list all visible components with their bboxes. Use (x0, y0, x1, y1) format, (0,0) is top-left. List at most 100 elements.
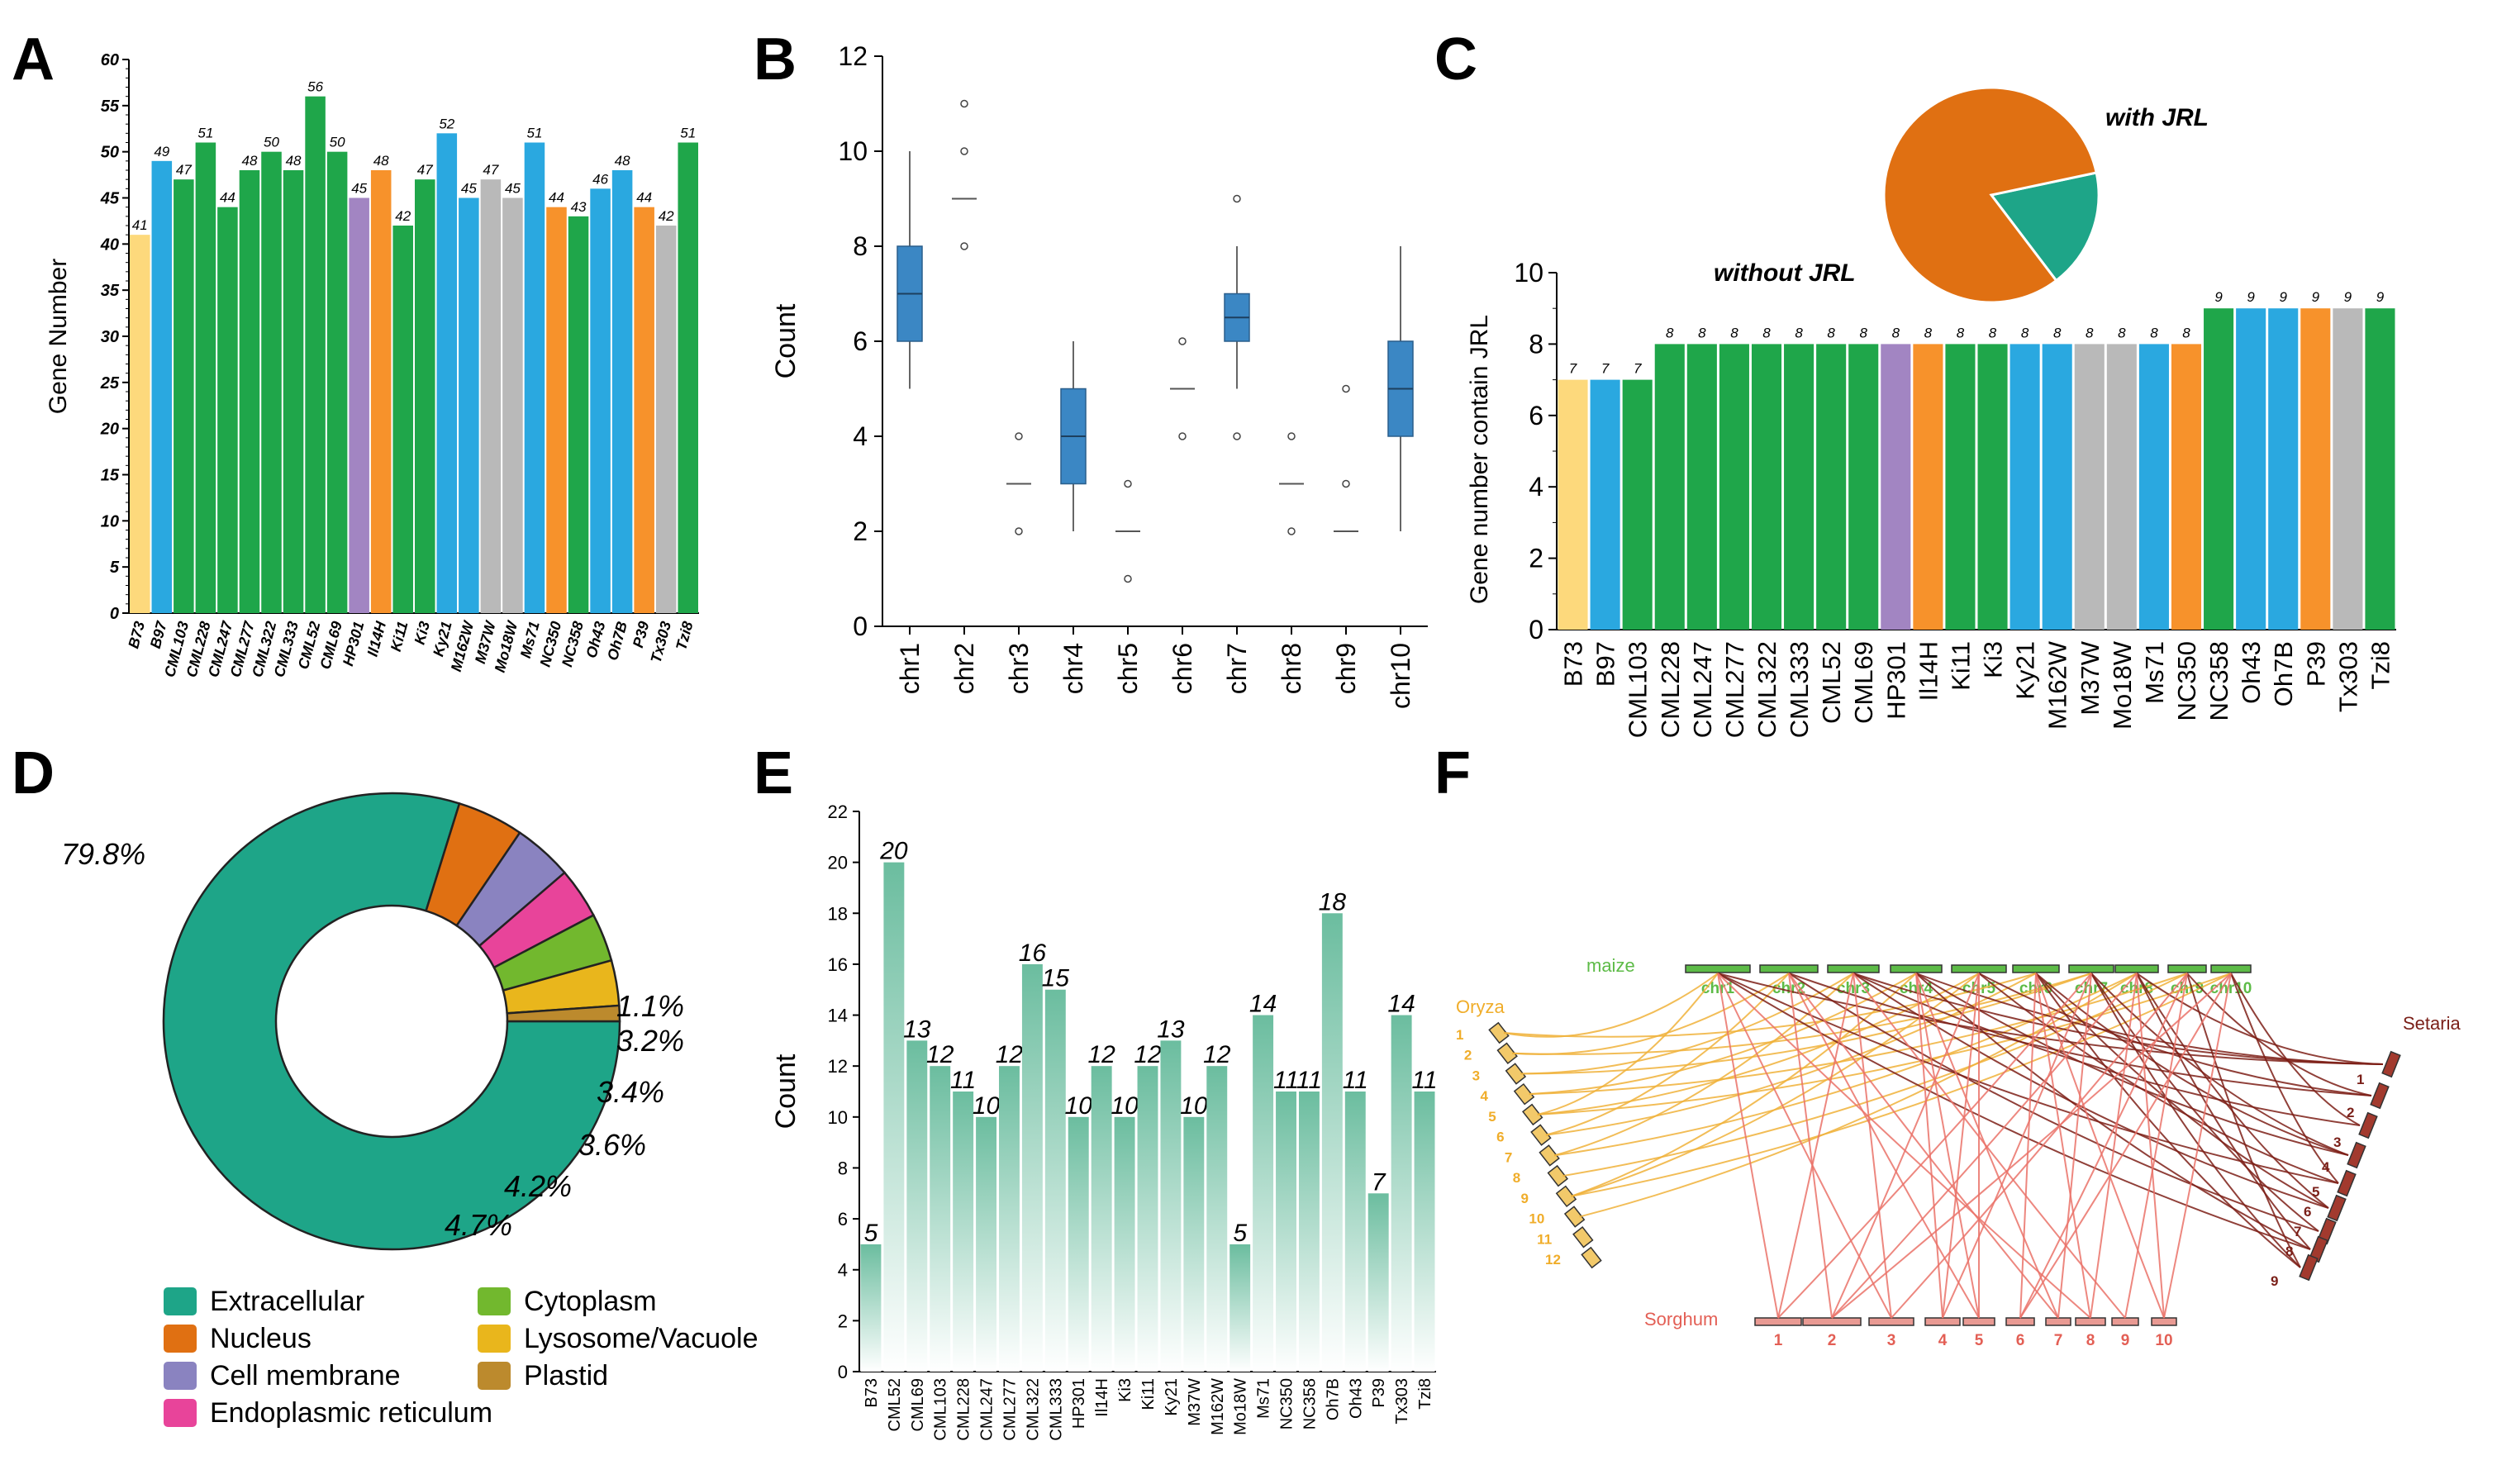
bar-value-label: 8 (2118, 325, 2126, 340)
y-tick-label: 22 (828, 801, 848, 822)
legend-swatch (478, 1325, 511, 1353)
sorghum-chr-label: 6 (2016, 1332, 2025, 1349)
bar-CML52 (305, 96, 326, 613)
bar-CML52 (1816, 344, 1847, 630)
bar-P39 (634, 207, 654, 613)
oryza-chr-label: 1 (1456, 1027, 1463, 1043)
oryza-chr-12 (1581, 1246, 1602, 1269)
bar-value-label: 12 (1087, 1041, 1115, 1068)
x-tick-label: CML247 (1688, 641, 1717, 738)
x-tick-label: chr6 (1168, 643, 1197, 694)
bar-value-label: 9 (2247, 289, 2255, 305)
bar-Mo18W (502, 197, 523, 613)
bar-CML228 (1654, 344, 1685, 630)
bar-value-label: 48 (373, 153, 389, 169)
setaria-link (2090, 973, 2301, 1268)
bar-Tzi8 (1414, 1092, 1435, 1372)
x-tick-label: Il14H (1914, 641, 1943, 701)
bar-value-label: 11 (1411, 1067, 1437, 1094)
x-tick-label: chr1 (895, 643, 925, 694)
bar-Oh43 (590, 188, 611, 614)
sorghum-link (2019, 973, 2188, 1319)
outlier-point (960, 242, 968, 250)
x-tick-label: Mo18W (2108, 640, 2137, 730)
bar-value-label: 48 (615, 153, 630, 169)
bar-value-label: 47 (417, 162, 433, 178)
y-tick-label: 10 (101, 512, 119, 530)
maize-chr8 (2114, 964, 2159, 973)
donut-percent-label: 1.1% (616, 989, 684, 1023)
bar-Oh7B (611, 170, 633, 613)
y-tick-label: 20 (828, 853, 848, 873)
sorghum-link (1788, 973, 1833, 1319)
y-tick-label: 8 (1529, 329, 1543, 359)
x-tick-label: CML333 (1785, 641, 1814, 738)
oryza-link (1537, 973, 1980, 1115)
bar-value-label: 47 (483, 162, 498, 178)
bar-value-label: 8 (2021, 325, 2029, 340)
setaria-chr-3 (2358, 1111, 2378, 1139)
bar-value-label: 7 (1601, 361, 1610, 377)
bar-CML322 (1021, 963, 1043, 1372)
bar-value-label: 9 (2214, 289, 2223, 305)
bar-Il14H (1091, 1066, 1112, 1372)
x-tick-label: Il14H (1093, 1378, 1111, 1417)
bar-Ki3 (1977, 344, 2008, 630)
x-tick-label: Oh7B (1324, 1378, 1342, 1420)
bar-Il14H (1913, 344, 1943, 630)
x-tick-label: Tzi8 (1416, 1378, 1434, 1410)
bar-value-label: 12 (996, 1041, 1024, 1068)
oryza-link (1562, 973, 2188, 1177)
x-tick-label: B97 (1591, 641, 1620, 687)
x-tick-label: Tzi8 (673, 620, 696, 652)
y-tick-label: 50 (101, 144, 119, 162)
x-tick-label: CML69 (909, 1378, 927, 1431)
setaria-link (1853, 973, 2329, 1209)
oryza-link (1553, 973, 1854, 1157)
bar-Il14H (370, 170, 392, 613)
x-tick-label: chr9 (1331, 643, 1361, 694)
bar-value-label: 51 (197, 126, 213, 141)
sorghum-link (1788, 973, 2059, 1319)
bar-value-label: 51 (527, 126, 543, 141)
bar-value-label: 16 (1019, 939, 1047, 967)
outlier-point (1015, 527, 1023, 535)
y-tick-label: 30 (101, 328, 119, 346)
sorghum-chr-6 (2005, 1317, 2035, 1326)
bar-HP301 (1068, 1116, 1089, 1372)
y-tick-label: 2 (853, 516, 868, 546)
setaria-link (2035, 973, 2329, 1209)
oryza-chr-4 (1513, 1082, 1535, 1106)
bar-CML103 (930, 1066, 951, 1372)
x-tick-label: Tzi8 (2366, 641, 2395, 690)
maize-chr7 (2068, 964, 2114, 973)
panel-letter-b: B (754, 26, 797, 93)
maize-chr1 (1685, 964, 1751, 973)
x-tick-label: CML277 (1720, 641, 1749, 738)
y-tick-label: 6 (1529, 401, 1543, 430)
x-tick-label: chr10 (1386, 643, 1415, 709)
bar-value-label: 8 (1859, 325, 1867, 340)
setaria-chr-6 (2327, 1194, 2347, 1222)
bar-value-label: 12 (1134, 1041, 1162, 1068)
bar-value-label: 10 (1180, 1092, 1208, 1120)
setaria-chr-label: 5 (2312, 1184, 2319, 1200)
oryza-chr-label: 10 (1529, 1211, 1544, 1227)
bar-value-label: 56 (307, 79, 323, 95)
bar-P39 (2300, 308, 2331, 630)
oryza-chr-label: 12 (1545, 1252, 1561, 1268)
x-tick-label: CML103 (932, 1378, 950, 1441)
outlier-point (960, 147, 968, 155)
bar-CML228 (953, 1092, 974, 1372)
x-tick-label: Ms71 (1255, 1378, 1273, 1419)
y-tick-label: 4 (1529, 472, 1543, 502)
panel-letter-a: A (12, 26, 55, 93)
setaria-chr-label: 7 (2294, 1224, 2301, 1239)
bar-M162W (1206, 1066, 1228, 1372)
y-tick-label: 10 (838, 136, 868, 166)
sorghum-chr-label: 1 (1774, 1332, 1783, 1349)
bar-M162W (2042, 344, 2072, 630)
x-tick-label: Ki3 (411, 620, 434, 646)
panel-letter-f: F (1434, 740, 1471, 806)
